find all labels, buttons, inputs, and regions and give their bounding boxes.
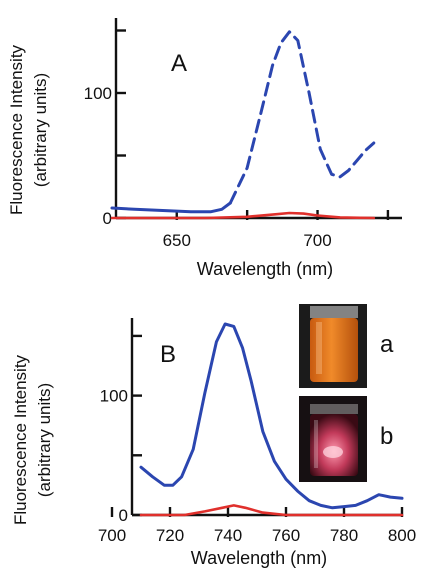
red-series-line bbox=[110, 211, 376, 220]
y-tick-label: 100 bbox=[84, 84, 112, 103]
x-tick-label: 700 bbox=[98, 526, 126, 545]
blue-series-line bbox=[139, 322, 404, 510]
panel-a-ylabel-line2: (arbitrary units) bbox=[31, 73, 50, 187]
panel-a-label: A bbox=[171, 50, 187, 77]
panel-b-ylabel-line1: Fluorescence Intensity bbox=[11, 354, 30, 525]
panel-b-label: B bbox=[160, 341, 176, 368]
x-tick-label: 760 bbox=[272, 526, 300, 545]
x-tick-label: 800 bbox=[388, 526, 416, 545]
inset-label-a: a bbox=[380, 331, 394, 358]
inset-label-b: b bbox=[380, 423, 393, 450]
x-tick-label: 740 bbox=[214, 526, 242, 545]
panel-a-chart: Fluorescence Intensity (arbitrary units)… bbox=[7, 18, 402, 279]
inset-photo-b bbox=[299, 396, 367, 482]
blue-series-line bbox=[110, 201, 232, 214]
inset-photo-a bbox=[299, 304, 367, 388]
panel-b-chart: Fluorescence Intensity (arbitrary units)… bbox=[11, 304, 416, 568]
x-tick-label: 650 bbox=[163, 231, 191, 250]
panel-a-xlabel: Wavelength (nm) bbox=[197, 259, 333, 279]
blue-series-line-dashed bbox=[228, 30, 376, 205]
panel-a-ylabel-line1: Fluorescence Intensity bbox=[7, 44, 26, 215]
red-series-line bbox=[139, 504, 404, 517]
y-tick-label: 0 bbox=[119, 506, 128, 525]
x-tick-label: 720 bbox=[156, 526, 184, 545]
x-tick-label: 780 bbox=[330, 526, 358, 545]
panel-b-xlabel: Wavelength (nm) bbox=[191, 548, 327, 568]
x-tick-label: 700 bbox=[303, 231, 331, 250]
y-tick-label: 0 bbox=[103, 209, 112, 228]
y-tick-label: 100 bbox=[100, 387, 128, 406]
panel-b-ylabel-line2: (arbitrary units) bbox=[35, 383, 54, 497]
